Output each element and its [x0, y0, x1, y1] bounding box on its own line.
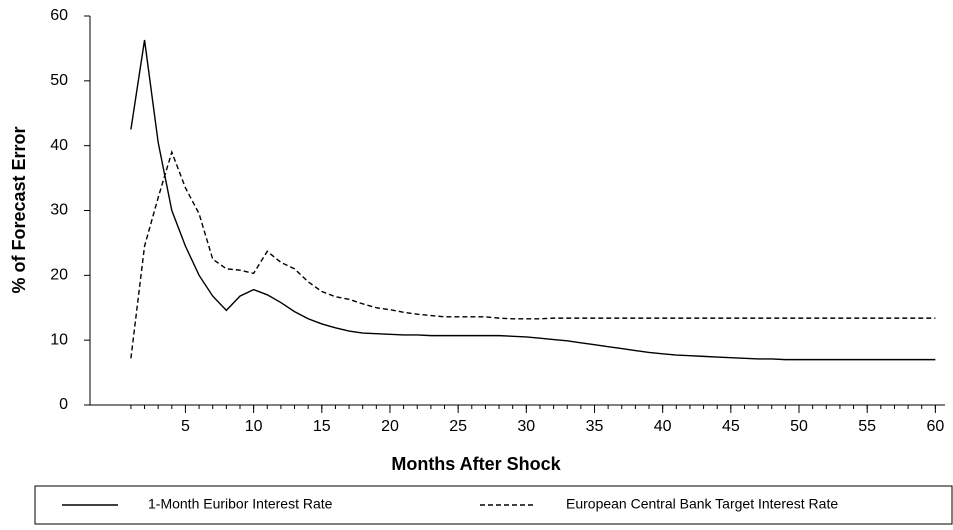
x-tick-label: 25 — [449, 418, 467, 435]
y-tick-label: 20 — [50, 267, 68, 284]
x-tick-label: 30 — [517, 418, 535, 435]
x-tick-label: 50 — [790, 418, 808, 435]
x-tick-label: 5 — [181, 418, 190, 435]
legend-label: European Central Bank Target Interest Ra… — [566, 496, 838, 512]
y-tick-label: 40 — [50, 137, 68, 154]
x-tick-label: 20 — [381, 418, 399, 435]
y-axis-title: % of Forecast Error — [9, 126, 29, 293]
y-tick-label: 30 — [50, 202, 68, 219]
y-tick-label: 10 — [50, 331, 68, 348]
y-tick-label: 50 — [50, 72, 68, 89]
x-tick-label: 35 — [586, 418, 604, 435]
series-line — [130, 149, 936, 359]
x-tick-label: 40 — [654, 418, 672, 435]
x-tick-label: 55 — [858, 418, 876, 435]
x-tick-label: 60 — [926, 418, 944, 435]
x-axis-title: Months After Shock — [391, 454, 561, 474]
series-line — [130, 39, 936, 361]
legend-box — [34, 485, 953, 525]
legend-label: 1-Month Euribor Interest Rate — [148, 496, 333, 512]
x-tick-label: 15 — [313, 418, 331, 435]
y-tick-label: 0 — [59, 396, 68, 413]
y-tick-label: 60 — [50, 7, 68, 24]
x-tick-label: 45 — [722, 418, 740, 435]
x-tick-label: 10 — [245, 418, 263, 435]
